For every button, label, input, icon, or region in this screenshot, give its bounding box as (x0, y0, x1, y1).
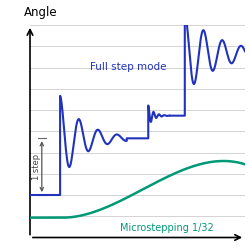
Text: Microstepping 1/32: Microstepping 1/32 (120, 222, 214, 232)
Text: Angle: Angle (24, 6, 57, 19)
Text: Full step mode: Full step mode (90, 62, 167, 72)
Text: 1 step: 1 step (32, 154, 41, 180)
